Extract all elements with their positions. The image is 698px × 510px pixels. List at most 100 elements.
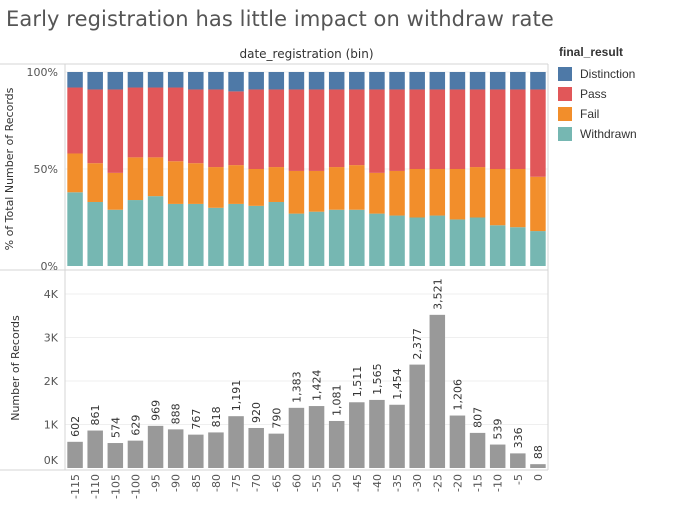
bar-segment-pass	[228, 91, 244, 166]
y-tick-label: 4K	[44, 288, 59, 301]
data-label: 539	[492, 419, 505, 440]
bar-segment-withdrawn	[489, 225, 506, 266]
count-bar	[107, 443, 124, 468]
page-title: Early registration has little impact on …	[6, 7, 554, 31]
count-bar	[228, 416, 244, 468]
bar-segment-distinction	[167, 72, 184, 88]
bar-segment-pass	[429, 89, 446, 169]
x-tick-label: -60	[290, 474, 303, 492]
x-tick-label: -30	[411, 474, 424, 492]
bar-segment-pass	[510, 89, 526, 169]
count-bar	[268, 433, 285, 468]
y-tick-label: 1K	[44, 419, 59, 432]
bar-segment-distinction	[248, 72, 264, 90]
data-label: 3,521	[431, 278, 444, 310]
bar-segment-withdrawn	[67, 192, 83, 266]
legend-item-fail[interactable]: Fail	[558, 104, 688, 124]
x-tick-label: -10	[492, 474, 505, 492]
bar-segment-distinction	[328, 72, 345, 90]
bar-segment-distinction	[469, 72, 486, 90]
count-bar	[328, 420, 345, 468]
bar-segment-distinction	[409, 72, 425, 90]
bar-segment-distinction	[449, 72, 466, 90]
x-tick-label: 0	[532, 474, 545, 481]
x-tick-label: -100	[129, 474, 142, 499]
y-tick-label: 2K	[44, 375, 59, 388]
bar-segment-fail	[489, 169, 506, 226]
data-label: 574	[109, 417, 122, 438]
x-tick-label: -115	[69, 474, 82, 499]
axis-text: date_registration (bin) 0% 50% 100% % of Tot…	[3, 47, 545, 499]
y-tick-label: 50%	[34, 163, 58, 176]
legend-item-withdrawn[interactable]: Withdrawn	[558, 124, 688, 144]
x-tick-label: -65	[270, 474, 283, 492]
bar-segment-withdrawn	[389, 215, 405, 266]
bar-segment-pass	[67, 87, 83, 154]
percent-stacked-bars	[67, 72, 546, 266]
x-tick-label: -20	[451, 474, 464, 492]
count-bar	[409, 364, 425, 468]
x-tick-label: -35	[391, 474, 404, 492]
bar-segment-pass	[409, 89, 425, 169]
data-label: 1,565	[371, 363, 384, 395]
count-bar	[147, 425, 164, 468]
data-label: 969	[150, 400, 163, 421]
legend-item-distinction[interactable]: Distinction	[558, 64, 688, 84]
count-bar	[489, 444, 506, 468]
bar-segment-distinction	[147, 72, 164, 88]
bar-segment-fail	[429, 169, 446, 216]
y-axis-title: Number of Records	[9, 315, 22, 421]
legend-swatch	[558, 127, 572, 141]
data-label: 1,206	[451, 379, 464, 411]
x-tick-label: -75	[230, 474, 243, 492]
legend-swatch	[558, 107, 572, 121]
data-label: 807	[472, 407, 485, 428]
legend-swatch	[558, 67, 572, 81]
count-bar	[208, 432, 224, 468]
x-tick-label: -45	[351, 474, 364, 492]
count-bar	[248, 427, 264, 468]
bar-segment-withdrawn	[268, 201, 285, 266]
bar-segment-distinction	[530, 72, 546, 90]
bar-segment-withdrawn	[208, 207, 224, 266]
bar-segment-pass	[87, 89, 103, 164]
legend-item-pass[interactable]: Pass	[558, 84, 688, 104]
bar-segment-withdrawn	[308, 211, 325, 266]
bar-segment-distinction	[107, 72, 124, 90]
count-bar	[87, 430, 103, 468]
bar-segment-withdrawn	[369, 213, 385, 266]
bar-segment-withdrawn	[87, 201, 103, 266]
data-label: 602	[69, 416, 82, 437]
x-tick-label: -40	[371, 474, 384, 492]
bar-segment-distinction	[208, 72, 224, 90]
bar-segment-withdrawn	[469, 217, 486, 266]
bar-segment-distinction	[349, 72, 365, 90]
legend-label: Pass	[580, 87, 607, 101]
bar-segment-pass	[188, 89, 204, 164]
bar-segment-fail	[87, 163, 103, 202]
count-bar	[469, 432, 486, 468]
bar-segment-withdrawn	[127, 200, 144, 266]
data-label: 1,191	[230, 380, 243, 412]
count-bar	[389, 404, 405, 468]
data-label: 767	[190, 409, 203, 430]
y-tick-label: 0%	[41, 260, 58, 273]
data-label: 336	[512, 427, 525, 448]
bar-segment-pass	[308, 89, 325, 171]
bar-segment-pass	[349, 89, 365, 166]
x-tick-label: -25	[431, 474, 444, 492]
bar-segment-distinction	[308, 72, 325, 90]
x-tick-label: -80	[210, 474, 223, 492]
bar-segment-withdrawn	[349, 209, 365, 266]
data-label: 629	[129, 415, 142, 436]
bar-segment-fail	[167, 161, 184, 204]
count-bar	[167, 429, 184, 468]
bar-segment-pass	[328, 89, 345, 168]
y-axis-title: % of Total Number of Records	[3, 87, 16, 250]
count-bar	[188, 434, 204, 468]
legend-label: Fail	[580, 107, 600, 121]
bar-segment-pass	[489, 89, 506, 169]
bar-segment-distinction	[188, 72, 204, 90]
bar-segment-withdrawn	[248, 205, 264, 266]
